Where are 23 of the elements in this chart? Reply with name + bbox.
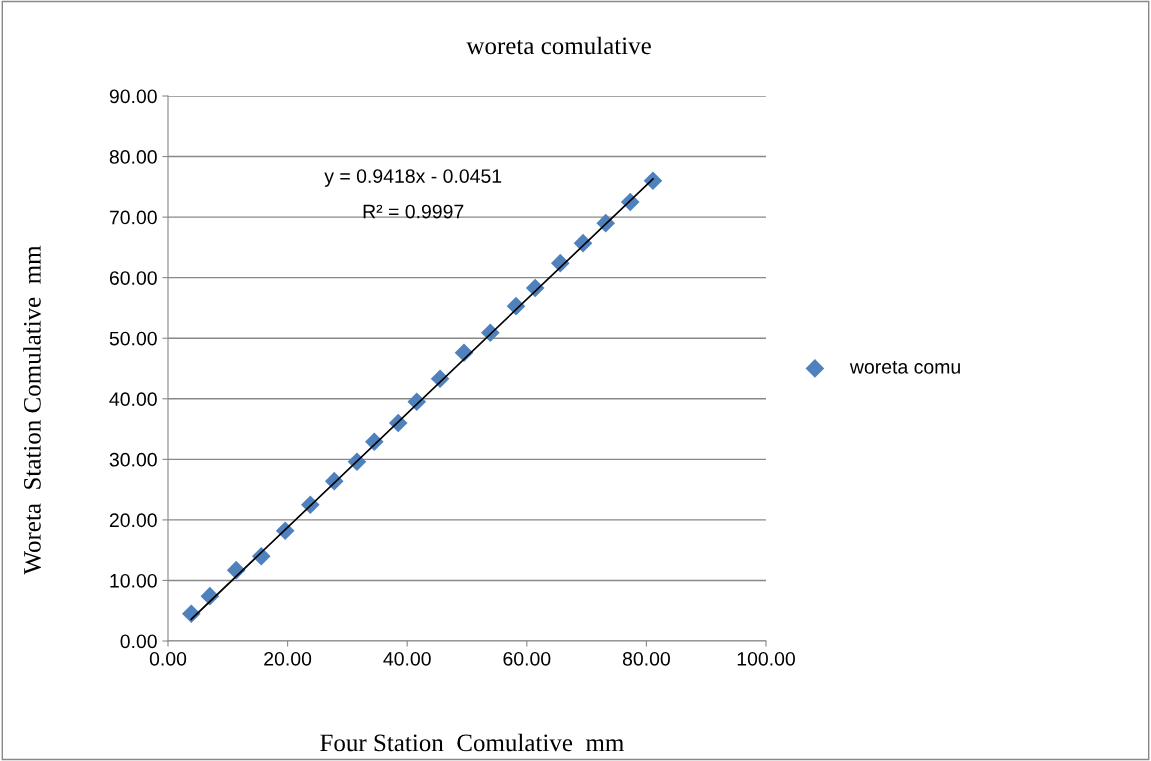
- chart-title: woreta comulative: [466, 36, 651, 55]
- y-tick-label: 10.00: [110, 573, 157, 588]
- y-tick-label: 0.00: [120, 634, 157, 649]
- y-tick-label: 80.00: [109, 150, 157, 164]
- y-tick-label: 50.00: [109, 331, 157, 346]
- x-tick-label: 20.00: [264, 651, 312, 666]
- x-tick-label: 40.00: [383, 651, 431, 666]
- y-tick-label: 70.00: [109, 210, 157, 225]
- legend-label: woreta comu: [849, 360, 960, 374]
- y-tick-label: 40.00: [109, 392, 157, 407]
- annotation: y = 0.9418x - 0.0451: [324, 169, 502, 187]
- y-tick-label: 20.00: [109, 513, 157, 528]
- y-axis-title: Woreta Station Comulative mm: [23, 245, 41, 575]
- x-tick-label: 80.00: [622, 651, 670, 666]
- annotation: R² = 0.9997: [363, 204, 464, 219]
- x-axis-title: Four Station Comulative mm: [320, 733, 624, 752]
- y-tick-label: 90.00: [109, 89, 157, 104]
- x-tick-label: 100.00: [737, 651, 795, 666]
- point: [643, 171, 663, 191]
- y-tick-label: 30.00: [109, 452, 157, 467]
- x-tick-label: 60.00: [503, 651, 551, 666]
- x-tick-label: 0.00: [149, 651, 187, 666]
- y-tick-label: 60.00: [109, 271, 157, 285]
